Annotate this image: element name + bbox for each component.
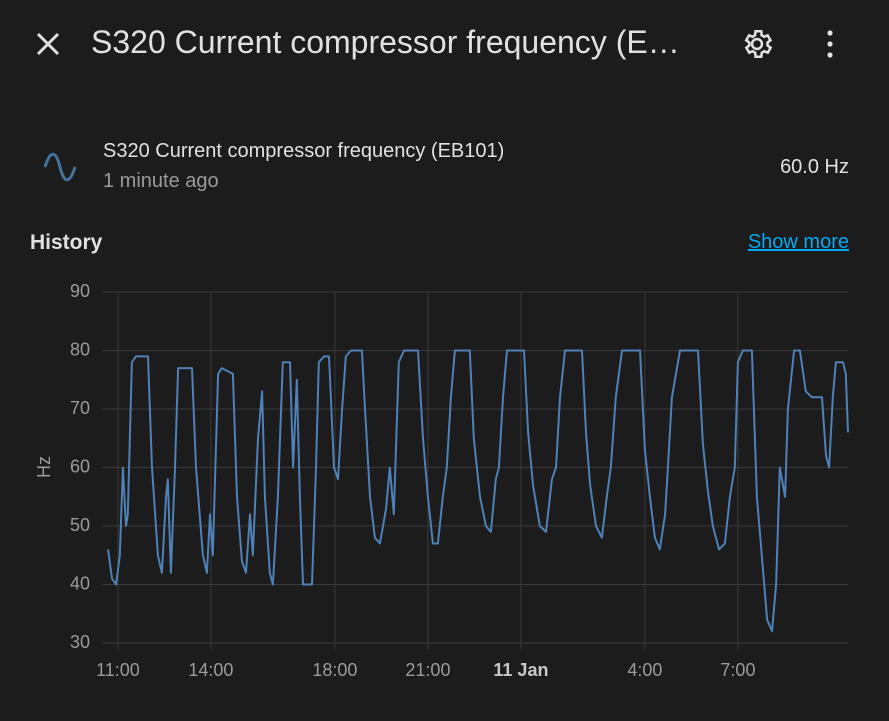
y-tick-label: 90 [70,281,90,301]
y-tick-label: 60 [70,456,90,476]
x-tick-label: 11:00 [96,660,140,680]
entity-name: S320 Current compressor frequency (EB101… [103,140,505,162]
y-tick-label: 30 [70,632,90,652]
more-menu-button[interactable] [820,28,840,60]
dialog-title: S320 Current compressor frequency (E… [91,24,680,60]
data-line [107,349,849,633]
y-tick-label: 50 [70,515,90,535]
close-button[interactable] [34,30,62,58]
y-tick-label: 70 [70,398,90,418]
x-tick-label: 7:00 [720,660,755,680]
x-tick-label: 4:00 [627,660,662,680]
y-axis-label: Hz [34,456,54,478]
entity-state: 60.0 Hz [780,156,849,178]
entity-icon [43,152,77,182]
y-tick-label: 40 [70,573,90,593]
x-tick-label: 21:00 [405,660,450,680]
settings-button[interactable] [740,27,774,61]
entity-last-changed: 1 minute ago [103,170,219,192]
x-tick-label: 18:00 [312,660,357,680]
history-heading: History [30,231,103,254]
x-tick-label: 11 Jan [493,660,548,680]
x-tick-label: 14:00 [188,660,233,680]
y-tick-label: 80 [70,339,90,359]
show-more-link[interactable]: Show more [747,231,849,253]
